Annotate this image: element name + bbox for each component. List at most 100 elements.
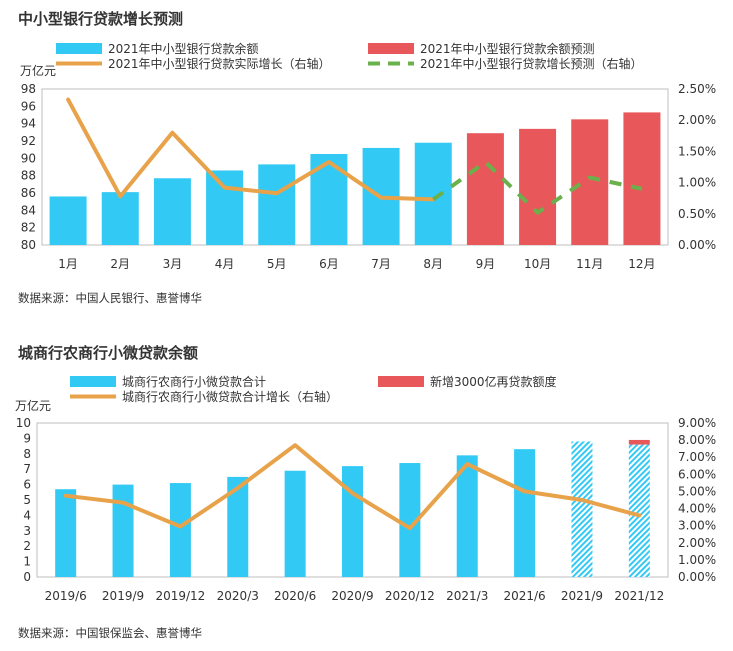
y-tick-label: 10 [16, 416, 31, 430]
y-tick-label: 7 [23, 462, 31, 476]
x-tick-label: 9月 [476, 257, 496, 271]
y2-tick-label: 2.50% [678, 82, 716, 96]
y2-tick-label: 3.00% [678, 519, 716, 533]
y2-tick-label: 9.00% [678, 416, 716, 430]
y-tick-label: 94 [21, 117, 36, 131]
y-axis-label: 万亿元 [20, 63, 56, 78]
y2-tick-label: 1.00% [678, 553, 716, 567]
y-tick-label: 98 [21, 82, 36, 96]
x-tick-label: 3月 [163, 257, 183, 271]
y2-tick-label: 1.00% [678, 176, 716, 190]
y2-tick-label: 0.50% [678, 207, 716, 221]
y-tick-label: 86 [21, 186, 36, 200]
y-tick-label: 92 [21, 134, 36, 148]
x-tick-label: 2021/9 [561, 589, 603, 603]
x-tick-label: 2019/6 [45, 589, 87, 603]
bar [49, 196, 87, 245]
chart2-title: 城商行农商行小微贷款余额 [18, 344, 199, 362]
bar [169, 483, 191, 577]
bar [153, 178, 191, 245]
bar [514, 449, 536, 577]
y2-tick-label: 2.00% [678, 536, 716, 550]
y-axis-label: 万亿元 [15, 398, 51, 413]
y-tick-label: 84 [21, 203, 36, 217]
bar [112, 484, 134, 577]
y-tick-label: 6 [23, 478, 31, 492]
y-tick-label: 1 [23, 555, 31, 569]
y-tick-label: 9 [23, 431, 31, 445]
bar [628, 444, 650, 577]
x-tick-label: 2021/3 [446, 589, 488, 603]
legend-label: 城商行农商行小微贷款合计增长（右轴） [122, 389, 338, 404]
bar [571, 441, 593, 577]
legend-label: 2021年中小型银行贷款增长预测（右轴） [420, 56, 643, 71]
chart1-source: 数据来源：中国人民银行、惠誉博华 [18, 291, 202, 305]
x-tick-label: 2月 [110, 257, 130, 271]
x-tick-label: 10月 [524, 257, 551, 271]
legend-label: 城商行农商行小微贷款合计 [122, 374, 266, 389]
bar [399, 463, 421, 577]
x-tick-label: 7月 [371, 257, 391, 271]
x-tick-label: 2020/6 [274, 589, 316, 603]
bar [571, 119, 609, 245]
y2-tick-label: 0.00% [678, 238, 716, 252]
legend-swatch [368, 43, 414, 54]
y-tick-label: 82 [21, 221, 36, 235]
bar [206, 170, 244, 245]
legend-swatch [70, 376, 116, 387]
bar [414, 142, 452, 245]
x-tick-label: 5月 [267, 257, 287, 271]
x-tick-label: 4月 [215, 257, 235, 271]
forecast-line [432, 160, 643, 215]
x-tick-label: 2020/9 [331, 589, 373, 603]
y2-tick-label: 6.00% [678, 467, 716, 481]
legend-swatch [378, 376, 424, 387]
y-tick-label: 88 [21, 169, 36, 183]
bar [623, 112, 661, 246]
legend-swatch [56, 43, 102, 54]
bar [227, 476, 249, 577]
bar [466, 133, 504, 245]
y-tick-label: 0 [23, 570, 31, 584]
bar [101, 192, 139, 245]
y-tick-label: 90 [21, 151, 36, 165]
chart2-source: 数据来源：中国银保监会、惠誉博华 [18, 626, 202, 640]
y-tick-label: 3 [23, 524, 31, 538]
y2-tick-label: 8.00% [678, 433, 716, 447]
y-tick-label: 4 [23, 508, 31, 522]
bar [519, 128, 557, 245]
x-tick-label: 2020/3 [217, 589, 259, 603]
y-tick-label: 8 [23, 447, 31, 461]
bar [284, 470, 306, 577]
bar [342, 466, 363, 577]
x-tick-label: 2019/12 [155, 589, 205, 603]
x-tick-label: 1月 [58, 257, 78, 271]
y2-tick-label: 1.50% [678, 144, 716, 158]
plot-frame [41, 88, 669, 246]
x-tick-label: 8月 [423, 257, 443, 271]
bar [55, 489, 77, 577]
y2-tick-label: 0.00% [678, 570, 716, 584]
y-tick-label: 80 [21, 238, 36, 252]
x-tick-label: 11月 [576, 257, 603, 271]
y-tick-label: 5 [23, 493, 31, 507]
legend-label: 2021年中小型银行贷款实际增长（右轴） [108, 56, 331, 71]
bar [258, 164, 296, 245]
y-tick-label: 96 [21, 99, 36, 113]
x-tick-label: 12月 [628, 257, 655, 271]
x-tick-label: 2021/6 [503, 589, 545, 603]
y-tick-label: 2 [23, 539, 31, 553]
bar [456, 455, 478, 577]
x-tick-label: 2019/9 [102, 589, 144, 603]
y2-tick-label: 5.00% [678, 484, 716, 498]
x-tick-label: 2020/12 [385, 589, 435, 603]
legend-label: 新增3000亿再贷款额度 [430, 374, 557, 389]
y2-tick-label: 7.00% [678, 450, 716, 464]
x-tick-label: 2021/12 [614, 589, 664, 603]
chart1-title: 中小型银行贷款增长预测 [18, 10, 184, 28]
growth-line [66, 97, 436, 202]
legend-label: 2021年中小型银行贷款余额 [108, 41, 259, 56]
y2-tick-label: 2.00% [678, 113, 716, 127]
